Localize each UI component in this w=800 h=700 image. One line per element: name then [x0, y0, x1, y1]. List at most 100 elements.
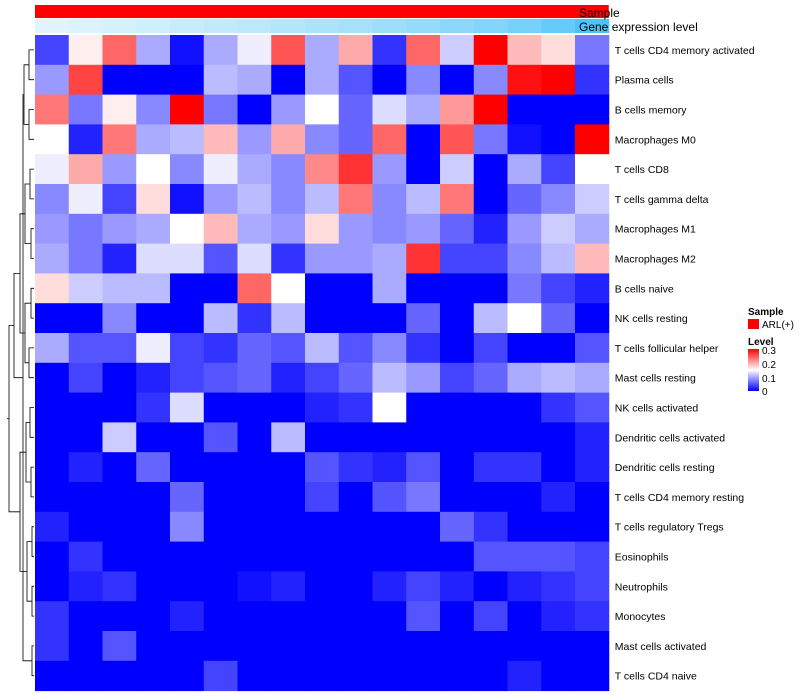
heatmap-cell: [237, 601, 272, 632]
heatmap-cell: [507, 154, 542, 185]
heatmap-cell: [440, 362, 475, 394]
row-label: T cells CD4 memory activated: [615, 45, 755, 57]
heatmap-cell: [406, 213, 441, 245]
heatmap-cell: [102, 333, 137, 364]
heatmap-cell: [136, 660, 171, 692]
heatmap-cell: [203, 243, 238, 274]
heatmap-cell: [203, 392, 238, 423]
heatmap-cell: [541, 452, 576, 483]
heatmap-cell: [68, 452, 103, 483]
heatmap-cell: [541, 511, 576, 543]
heatmap-cell: [305, 184, 340, 215]
heatmap-cell: [338, 631, 373, 662]
heatmap-cell: [35, 124, 70, 155]
heatmap-cell: [102, 392, 137, 423]
heatmap-cell: [305, 213, 340, 245]
legend-tick-0.3: 0.3: [762, 346, 776, 357]
heatmap-cell: [372, 392, 407, 423]
heatmap-cell: [372, 362, 407, 394]
dendrogram-branch: [31, 526, 34, 557]
heatmap-cell: [170, 124, 205, 155]
heatmap-cell: [68, 213, 103, 245]
heatmap-cell: [305, 243, 340, 274]
heatmap-cell: [406, 273, 441, 304]
heatmap-cell: [35, 94, 70, 125]
heatmap-cell: [575, 422, 610, 453]
heatmap-cell: [440, 333, 475, 364]
dendrogram-branch: [30, 228, 34, 259]
heatmap-cell: [440, 452, 475, 483]
heatmap-cell: [575, 243, 610, 274]
heatmap-cell: [136, 452, 171, 483]
heatmap-cell: [305, 124, 340, 155]
dendrogram-branch: [28, 109, 34, 140]
heatmap-cell: [372, 243, 407, 274]
row-label: T cells regulatory Tregs: [615, 522, 724, 534]
heatmap-cell: [271, 333, 306, 364]
heatmap-cell: [507, 422, 542, 453]
heatmap-cell: [305, 333, 340, 364]
heatmap-cell: [170, 362, 205, 394]
heatmap-cell: [507, 392, 542, 423]
heatmap-cell: [473, 631, 508, 662]
heatmap-cell: [541, 273, 576, 304]
heatmap-cell: [35, 571, 70, 602]
heatmap-cell: [102, 511, 137, 543]
heatmap-cell: [440, 422, 475, 453]
heatmap-cell: [237, 333, 272, 364]
heatmap-cell: [136, 482, 171, 513]
heatmap-cell: [541, 362, 576, 394]
heatmap-cell: [271, 571, 306, 602]
heatmap-cell: [136, 333, 171, 364]
legend-tick-0: 0: [762, 387, 768, 398]
heatmap-cell: [575, 660, 610, 692]
heatmap-cell: [575, 154, 610, 185]
expression-track-cell: [406, 19, 441, 33]
heatmap-cell: [203, 35, 238, 66]
row-dendrogram: [7, 49, 34, 677]
heatmap-cell: [237, 362, 272, 394]
heatmap-cell: [575, 213, 610, 245]
heatmap-cell: [473, 422, 508, 453]
dendrogram-branch: [24, 302, 31, 364]
heatmap-cell: [541, 601, 576, 632]
heatmap-cell: [338, 273, 373, 304]
dendrogram-branch: [30, 287, 34, 319]
heatmap-cell: [338, 392, 373, 423]
heatmap-cell: [305, 631, 340, 662]
heatmap-cell: [35, 64, 70, 96]
heatmap-cell: [507, 631, 542, 662]
heatmap-cell: [102, 571, 137, 602]
heatmap-cell: [68, 333, 103, 364]
heatmap-cell: [203, 333, 238, 364]
heatmap-cell: [440, 660, 475, 692]
heatmap-cell: [575, 124, 610, 155]
dendrogram-branch: [29, 407, 34, 438]
heatmap-cell: [305, 64, 340, 96]
heatmap-cell: [35, 541, 70, 572]
heatmap-cell: [305, 541, 340, 572]
row-label: B cells memory: [615, 105, 688, 117]
heatmap-cell: [507, 35, 542, 66]
heatmap-cell: [338, 660, 373, 692]
heatmap-cell: [271, 124, 306, 155]
heatmap-cell: [338, 541, 373, 572]
heatmap-cell: [35, 601, 70, 632]
heatmap-cell: [136, 601, 171, 632]
row-label: Mast cells resting: [615, 373, 696, 385]
expression-track-cell: [372, 19, 407, 33]
heatmap-cell: [338, 571, 373, 602]
heatmap-cell: [372, 273, 407, 304]
heatmap-cell: [68, 362, 103, 394]
heatmap-cell: [102, 660, 137, 692]
expression-track-cell: [35, 19, 70, 33]
heatmap-cell: [271, 660, 306, 692]
heatmap-cell: [35, 392, 70, 423]
heatmap-cell: [35, 452, 70, 483]
heatmap-cell: [372, 303, 407, 334]
heatmap-cell: [136, 422, 171, 453]
heatmap-cell: [575, 273, 610, 304]
heatmap-cell: [237, 273, 272, 304]
heatmap-cell: [575, 482, 610, 513]
heatmap-cell: [507, 452, 542, 483]
